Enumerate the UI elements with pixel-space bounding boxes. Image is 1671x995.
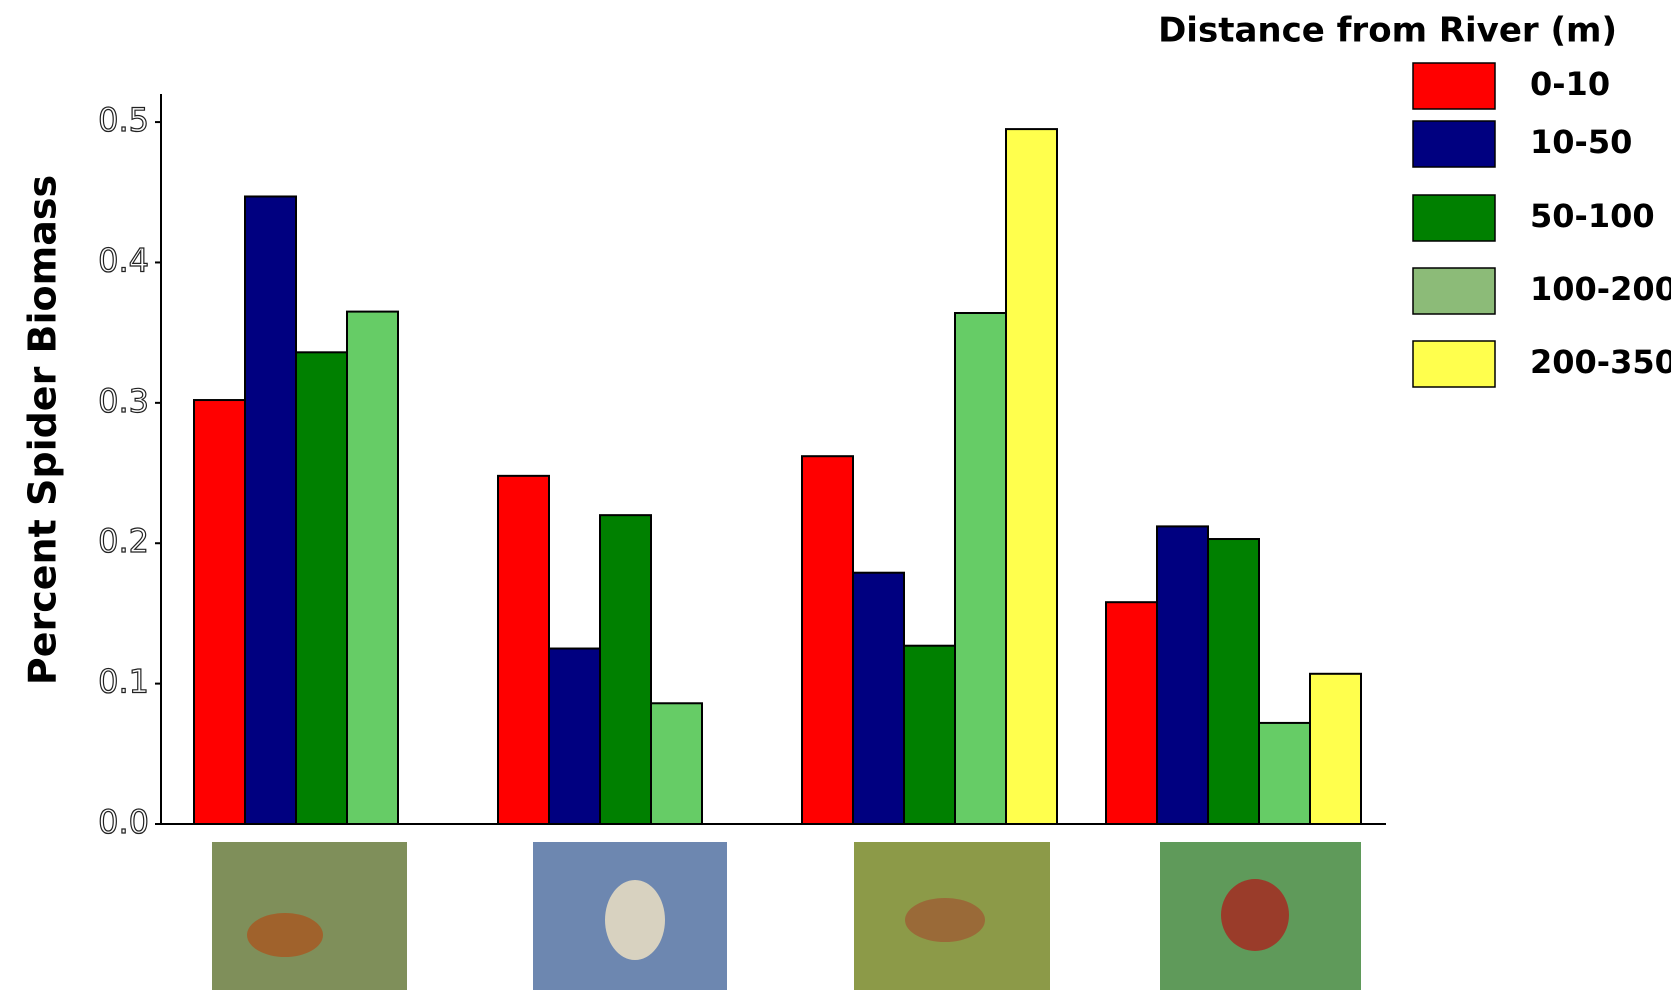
legend-swatch [1412, 340, 1496, 388]
bar [954, 312, 1007, 825]
bar [1258, 721, 1311, 826]
bird-shape [247, 913, 323, 957]
legend-swatch [1412, 62, 1496, 110]
bar [650, 702, 703, 825]
bar [346, 310, 399, 826]
bar [903, 644, 956, 826]
legend-swatch [1412, 120, 1496, 168]
y-tick-label: 0.5 [98, 101, 149, 139]
bar [852, 571, 905, 826]
y-tick-label: 0.3 [98, 382, 149, 420]
bar [1005, 128, 1058, 826]
legend-label: 100-200 [1530, 270, 1671, 308]
bird-shape [605, 880, 665, 960]
bar [801, 455, 854, 825]
y-tick-label: 0.4 [98, 241, 149, 279]
y-tick-label: 0.1 [98, 663, 149, 701]
bar [193, 399, 246, 825]
bar [295, 351, 348, 825]
bar [1309, 672, 1362, 825]
bird-shape [1221, 879, 1289, 951]
y-axis-label: Percent Spider Biomass [21, 175, 65, 685]
legend-swatch [1412, 267, 1496, 315]
bar [1105, 601, 1158, 826]
bar [548, 647, 601, 825]
legend-label: 0-10 [1530, 65, 1610, 103]
legend-title: Distance from River (m) [1158, 11, 1617, 51]
bird-photo [212, 842, 407, 990]
legend-label: 200-350 [1530, 343, 1671, 381]
bird-shape [905, 898, 985, 942]
legend-swatch [1412, 194, 1496, 242]
legend-label: 10-50 [1530, 123, 1632, 161]
y-tick-label: 0.0 [98, 803, 149, 841]
bar [244, 195, 297, 825]
legend-label: 50-100 [1530, 197, 1655, 235]
bar [497, 474, 550, 825]
bar [1156, 525, 1209, 826]
bar [599, 514, 652, 826]
y-tick-label: 0.2 [98, 522, 149, 560]
bar [1207, 538, 1260, 825]
bird-photos [212, 842, 1361, 990]
